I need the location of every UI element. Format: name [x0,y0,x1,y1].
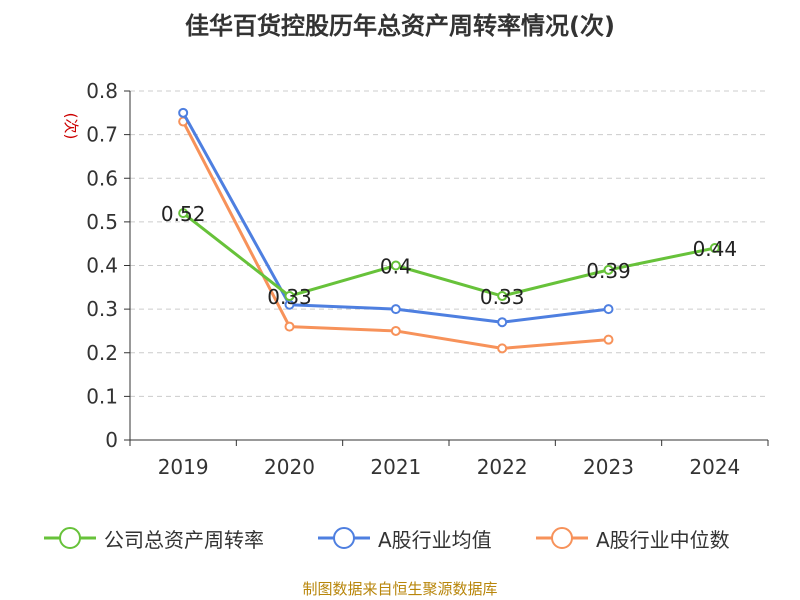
data-point[interactable] [178,107,189,118]
x-tick-label: 2020 [264,455,315,479]
y-tick-label: 0.7 [86,123,118,147]
data-label: 0.4 [380,255,412,279]
data-point[interactable] [178,208,189,219]
x-tick-label: 2021 [370,455,421,479]
data-point[interactable] [390,260,401,271]
source-note: 制图数据来自恒生聚源数据库 [302,580,498,598]
data-point[interactable] [390,304,401,315]
legend-item[interactable]: 公司总资产周转率 [44,518,264,558]
y-tick-label: 0 [105,428,118,452]
data-label: 0.39 [586,259,631,283]
y-tick-label: 0.4 [86,254,118,278]
y-axis-label: (次) [62,113,80,140]
data-point[interactable] [497,317,508,328]
series-line [181,120,609,350]
legend-swatch [536,527,588,549]
series-line [182,211,716,298]
grid-lines [130,90,768,397]
chart-title: 佳华百货控股历年总资产周转率情况(次) [185,12,615,40]
data-point[interactable] [709,243,720,254]
y-tick-label: 0.2 [86,341,118,365]
data-point[interactable] [284,321,295,332]
legend-swatch [318,527,370,549]
data-point[interactable] [603,334,614,345]
data-point[interactable] [603,304,614,315]
data-label: 0.33 [267,285,312,309]
legend: 公司总资产周转率 A股行业均值 A股行业中位数 [0,518,800,558]
y-tick-label: 0.6 [86,166,118,190]
data-point[interactable] [390,325,401,336]
data-label: 0.44 [693,237,738,261]
series-line [181,112,609,324]
x-tick-label: 2024 [689,455,740,479]
axes: 0 0.1 0.2 0.3 0.4 0.5 0.6 0.7 0.8 2019 2020 2021 202… [86,79,769,479]
legend-label: A股行业中位数 [596,527,730,552]
legend-swatch [44,527,96,549]
x-tick-label: 2022 [477,455,528,479]
data-point[interactable] [497,291,508,302]
data-label: 0.52 [161,202,206,226]
y-tick-label: 0.3 [86,297,118,321]
data-point[interactable] [284,291,295,302]
legend-item[interactable]: A股行业均值 [318,518,492,558]
data-point[interactable] [497,343,508,354]
data-labels: 0.52 0.33 0.4 0.33 0.39 0.44 [161,202,737,309]
legend-label: A股行业均值 [378,527,492,552]
series-lines [178,107,720,354]
legend-label: 公司总资产周转率 [104,527,264,552]
x-tick-label: 2023 [583,455,634,479]
data-label: 0.33 [480,285,525,309]
y-tick-label: 0.5 [86,210,118,234]
y-tick-label: 0.1 [86,384,118,408]
legend-item[interactable]: A股行业中位数 [536,518,730,558]
x-tick-label: 2019 [158,455,209,479]
data-point[interactable] [603,264,614,275]
y-tick-label: 0.8 [86,79,118,103]
